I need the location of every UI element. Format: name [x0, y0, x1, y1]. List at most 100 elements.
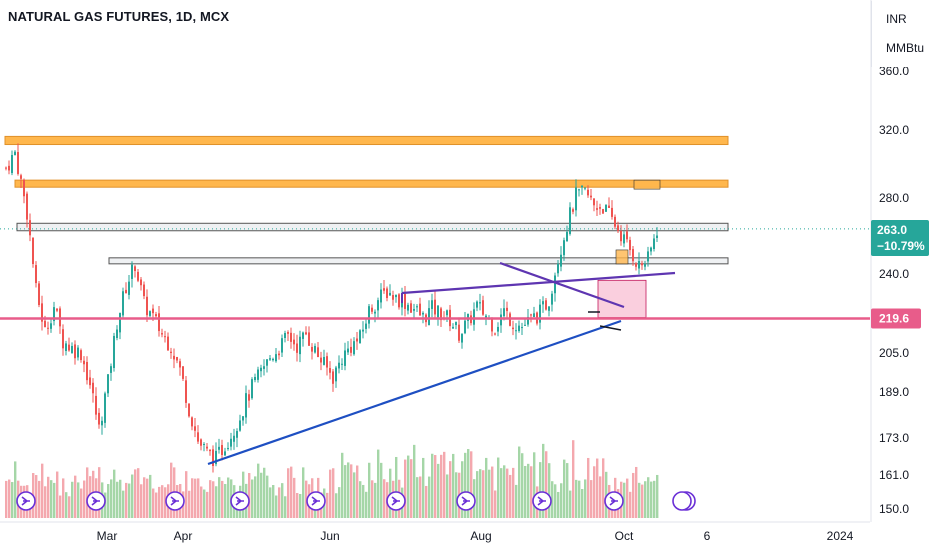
event-markers[interactable] [16, 491, 696, 511]
candle-body [503, 308, 505, 317]
candle-body [485, 315, 487, 318]
candle-body [653, 238, 655, 249]
candle-body [164, 336, 166, 338]
candle-body [32, 237, 34, 265]
volume-bar [278, 487, 281, 518]
volume-bar [206, 491, 209, 518]
candle-body [428, 308, 430, 326]
volume-bars [5, 440, 659, 518]
volume-bar [629, 491, 632, 518]
volume-bar [383, 479, 386, 518]
volume-bar [497, 457, 500, 518]
volume-bar [521, 453, 524, 518]
volume-bar [524, 465, 527, 518]
target-zone [597, 279, 647, 319]
candle-body [500, 314, 502, 326]
candle-body [575, 187, 577, 211]
event-marker-icon[interactable] [230, 491, 250, 511]
volume-bar [113, 469, 116, 518]
event-marker-icon[interactable] [86, 491, 106, 511]
volume-bar [284, 496, 287, 518]
candle-body [95, 395, 97, 415]
volume-bar [596, 458, 599, 518]
volume-bar [149, 474, 152, 518]
volume-bar [80, 488, 83, 518]
volume-bar [371, 480, 374, 518]
event-marker-icon[interactable] [165, 491, 185, 511]
candle-body [143, 284, 145, 297]
volume-bar [134, 469, 137, 518]
candle-body [230, 438, 232, 447]
volume-bar [656, 474, 659, 518]
candle-body [512, 327, 514, 330]
volume-bar [68, 496, 71, 518]
arrow-glyph [91, 496, 100, 506]
candle-body [542, 301, 544, 305]
event-marker-icon[interactable] [532, 491, 552, 511]
candle-body [656, 235, 658, 238]
candle-body [149, 311, 151, 316]
candle-body [77, 347, 79, 358]
candle-body [134, 266, 136, 272]
event-marker-icon[interactable] [456, 491, 476, 511]
candle-body [446, 310, 448, 316]
candle-body [287, 332, 289, 334]
arrow-glyph [391, 496, 400, 506]
volume-bar [188, 490, 191, 518]
arrow-glyph [537, 496, 546, 506]
volume-bar [416, 477, 419, 518]
candle-body [116, 329, 118, 338]
x-tick-label: Oct [615, 529, 634, 543]
event-marker-circle[interactable] [672, 491, 692, 511]
axis-background [871, 0, 932, 550]
candle-body [479, 302, 481, 304]
volume-bar [464, 452, 467, 518]
volume-bar [41, 463, 44, 518]
volume-bar [110, 479, 113, 518]
last-price-bg [871, 220, 929, 256]
volume-bar [419, 476, 422, 518]
volume-bar [131, 474, 134, 518]
event-marker-icon[interactable] [306, 491, 326, 511]
volume-bar [413, 444, 416, 518]
volume-bar [185, 471, 188, 518]
candle-body [86, 361, 88, 381]
volume-bar [359, 481, 362, 518]
candle-body [167, 336, 169, 351]
volume-bar [557, 491, 560, 518]
volume-bar [380, 462, 383, 518]
event-marker-icon[interactable] [16, 491, 36, 511]
candle-body [338, 362, 340, 369]
event-marker-icon[interactable] [604, 491, 624, 511]
candle-body [614, 216, 616, 227]
candle-body [440, 308, 442, 321]
candle-body [137, 271, 139, 281]
candle-body [17, 152, 19, 174]
candle-body [572, 209, 574, 212]
volume-bar [362, 484, 365, 518]
candle-body [125, 289, 127, 294]
candle-body [620, 231, 622, 242]
candle-body [437, 305, 439, 318]
candle-body [377, 300, 379, 311]
candle-body [587, 189, 589, 196]
candle-body [263, 366, 265, 369]
candle-body [629, 239, 631, 251]
candle-body [56, 308, 58, 311]
candle-body [314, 345, 316, 353]
volume-bar [506, 468, 509, 518]
volume-bar [635, 466, 638, 518]
candle-body [65, 343, 67, 352]
descending-trendline [499, 261, 625, 309]
x-tick-label: Mar [97, 529, 118, 543]
candle-body [200, 439, 202, 446]
volume-bar [197, 478, 200, 518]
event-marker-icon[interactable] [386, 491, 406, 511]
unit-selector[interactable]: INR MMBtu [871, 1, 930, 67]
candle-body [563, 240, 565, 256]
candle-body [524, 324, 526, 326]
arrow-glyph [170, 496, 179, 506]
candle-body [110, 366, 112, 373]
y-tick-label: 173.0 [879, 431, 909, 445]
